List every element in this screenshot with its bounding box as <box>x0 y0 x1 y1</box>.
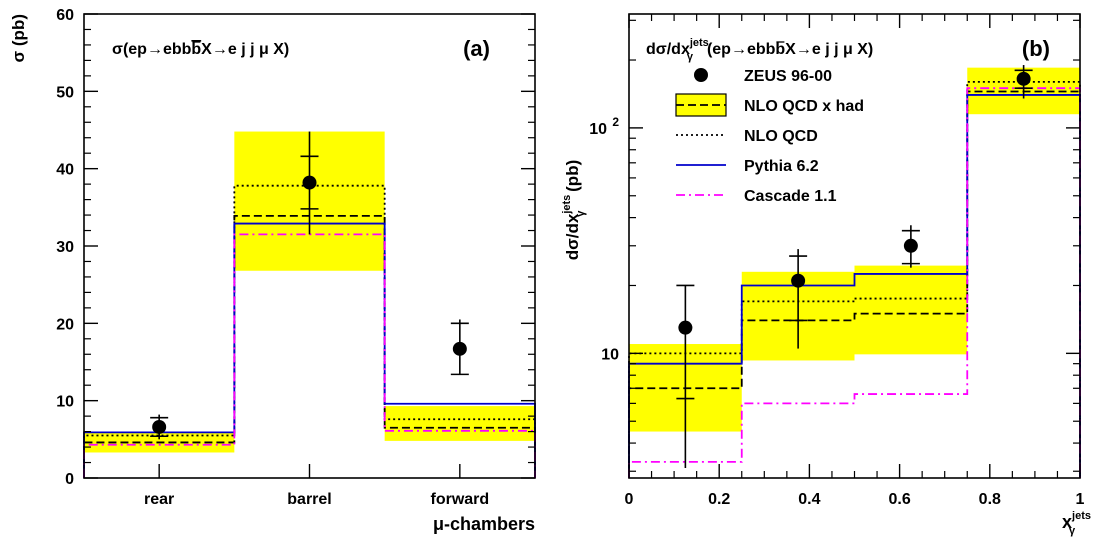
b-uncertainty-bands <box>629 67 1080 432</box>
b-data-points <box>676 65 1033 469</box>
b-data-point-0 <box>678 320 693 335</box>
b-title-sub: γ <box>687 51 694 63</box>
legend-item-pythia-6-2: Pythia 6.2 <box>676 158 819 175</box>
b-ylabel-part: dσ/dx <box>563 213 582 260</box>
b-x-tick-label: 0.4 <box>798 491 820 508</box>
legend-label: NLO QCD x had <box>744 98 864 115</box>
legend-label: ZEUS 96-00 <box>744 68 832 85</box>
b-data-point-1 <box>791 273 806 288</box>
legend-item-cascade-1-1: Cascade 1.1 <box>676 188 837 205</box>
a-y-tick-label: 60 <box>56 7 74 24</box>
a-x-axis-label: μ-chambers <box>433 514 535 534</box>
b-x-tick-label: 0 <box>625 491 634 508</box>
b-title-part: (ep→ebb <box>707 41 776 58</box>
a-data-point-rear <box>152 419 167 434</box>
a-title-part: σ(ep→ebb <box>112 41 192 58</box>
b-x-tick-label: 0.6 <box>888 491 910 508</box>
a-y-axis-label: σ (pb) <box>9 14 28 62</box>
b-ylabel-sup: jets <box>561 195 573 215</box>
b-y-axis-label: dσ/dxjets γ (pb) <box>561 160 587 261</box>
a-data-point-barrel <box>302 175 317 190</box>
a-x-tick-label-forward: forward <box>430 491 489 508</box>
a-data-points <box>150 131 469 440</box>
b-data-point-3 <box>1016 71 1031 86</box>
a-y-tick-label: 50 <box>56 84 74 101</box>
b-y-tick-exponent: 2 <box>612 115 619 129</box>
a-chart-title: σ(ep→ebbbX→e j j μ X) <box>112 41 289 58</box>
legend-marker-icon <box>694 68 708 82</box>
legend-item-zeus-96-00: ZEUS 96-00 <box>694 68 832 85</box>
b-axis-ticks: 0 0.2 0.4 0.6 0.8 1 10 10 2 <box>589 14 1085 508</box>
b-y-tick-label: 10 <box>589 121 607 138</box>
a-y-tick-label: 20 <box>56 316 74 333</box>
legend-item-nlo-qcd-x-had: NLO QCD x had <box>675 93 864 117</box>
b-panel-label: (b) <box>1022 36 1050 61</box>
b-x-tick-label: 1 <box>1076 491 1085 508</box>
b-ylabel-sub: γ <box>575 210 587 217</box>
a-series-nlo-qcd <box>83 184 536 478</box>
a-band-bin-forward <box>384 406 535 441</box>
b-x-axis-label: xjets γ <box>1062 510 1091 537</box>
a-y-tick-label: 40 <box>56 162 74 179</box>
a-y-tick-label: 30 <box>56 239 74 256</box>
b-band-bin-2 <box>854 265 968 355</box>
legend-label: NLO QCD <box>744 128 818 145</box>
b-xlabel-part: x <box>1062 512 1072 532</box>
legend-item-nlo-qcd: NLO QCD <box>676 128 818 145</box>
a-y-tick-label: 10 <box>56 394 74 411</box>
b-xlabel-sub: γ <box>1069 525 1076 537</box>
a-x-tick-label-rear: rear <box>144 491 174 508</box>
b-title-sup: jets <box>689 37 709 49</box>
b-ylabel-part: (pb) <box>563 160 582 197</box>
a-y-tick-label: 0 <box>65 471 74 488</box>
b-chart-title: dσ/dxjets γ (ep→ebbbX→e j j μ X) <box>646 37 873 63</box>
b-title-part: X→e j j μ X) <box>785 41 873 58</box>
a-title-bar: b <box>191 41 201 58</box>
a-panel-label: (a) <box>463 36 490 61</box>
legend-label: Cascade 1.1 <box>744 188 837 205</box>
b-x-tick-label: 0.2 <box>708 491 730 508</box>
b-data-point-2 <box>903 238 918 253</box>
legend-label: Pythia 6.2 <box>744 158 819 175</box>
panel-a: 0 10 20 30 40 50 60 rear barrel forward σ(ep→ebbb… <box>9 7 536 534</box>
b-x-tick-label: 0.8 <box>979 491 1001 508</box>
a-x-tick-label-barrel: barrel <box>287 491 331 508</box>
b-y-tick-label: 10 <box>601 346 619 363</box>
b-title-bar: b <box>775 41 785 58</box>
a-title-part: X→e j j μ X) <box>201 41 289 58</box>
panel-b: 0 0.2 0.4 0.6 0.8 1 10 10 2 ZEUS 96-00 NLO QCD x … <box>561 13 1091 537</box>
b-xlabel-sup: jets <box>1071 510 1091 522</box>
b-title-part: dσ/dx <box>646 41 690 58</box>
a-data-point-forward <box>452 341 467 356</box>
a-axis-ticks: 0 10 20 30 40 50 60 rear barrel forward <box>56 7 535 508</box>
b-legend: ZEUS 96-00 NLO QCD x had NLO QCD Pythia 6.2… <box>675 68 864 205</box>
